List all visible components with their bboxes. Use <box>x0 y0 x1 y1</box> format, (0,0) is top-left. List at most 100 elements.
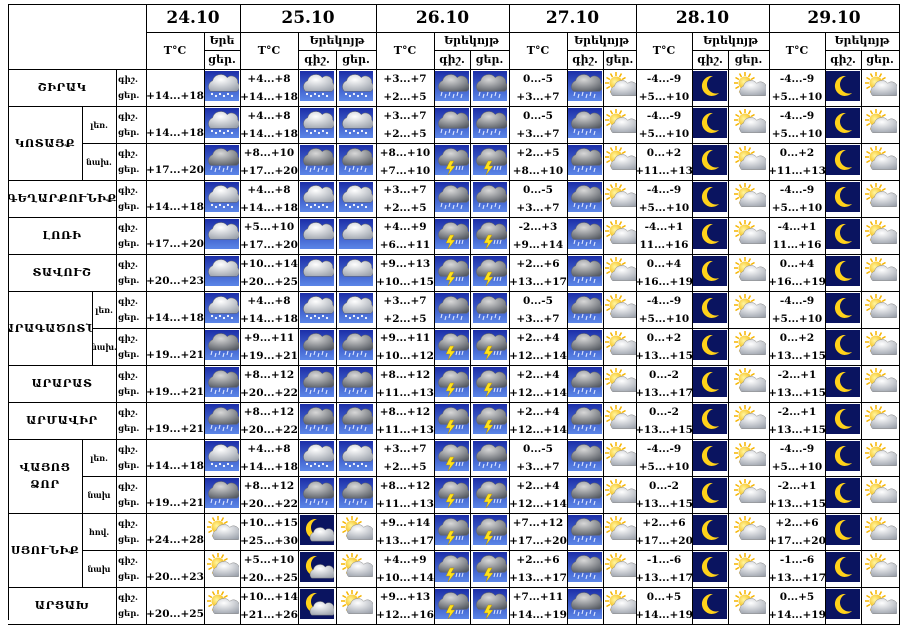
temp-range-night: +7...+11 <box>512 590 564 603</box>
date-label: 27.10 <box>545 8 600 28</box>
weather-icon-cell <box>728 513 770 551</box>
weather-icon-cell <box>336 69 377 107</box>
weather-icon-cell <box>298 513 337 551</box>
temp-range-cell: +17...+20 <box>146 143 205 181</box>
moon-icon <box>826 477 860 512</box>
region-name-cell: ՏԱՎՈՒՇ <box>8 254 117 292</box>
region-subzone: նախ. <box>86 156 112 167</box>
weather-icon-cell <box>825 180 862 218</box>
weather-icon-cell <box>298 587 337 625</box>
rain-cloud-icon <box>472 292 508 327</box>
temp-range-night: 0...+2 <box>646 146 682 159</box>
rain-cloud-icon <box>568 292 603 327</box>
rain-cloud-icon <box>568 329 603 364</box>
rain-cloud-icon <box>435 70 470 105</box>
temp-range-night: 0...-5 <box>523 109 553 122</box>
rain-cloud-icon <box>568 144 603 179</box>
temp-range-cell: 0...+5 +14...+19 <box>636 587 693 625</box>
weather-icon-cell <box>603 143 637 181</box>
weather-icon-cell <box>728 587 770 625</box>
rain-cloud-icon <box>435 292 470 327</box>
temp-range-day: +10...+14 <box>376 571 434 584</box>
weather-icon-cell <box>692 513 729 551</box>
region-name: ՇԻՐԱԿ <box>37 81 87 94</box>
temp-range-cell: -4...-9 +5...+10 <box>636 291 693 329</box>
weather-icon-cell <box>861 69 900 107</box>
temp-range: +14...+18 <box>146 312 204 324</box>
region-name-cell: ԿՈՏԱՅՔ <box>8 106 83 181</box>
temp-range-day: +14...+18 <box>240 127 298 140</box>
temp-range-night: +9...+13 <box>379 257 431 270</box>
rain-cloud-icon <box>339 403 374 438</box>
temp-range-cell: 0...-5 +3...+7 <box>509 291 568 329</box>
region-subzone-cell: լեռ. <box>82 439 117 477</box>
weather-icon-cell <box>470 106 510 144</box>
weather-icon-cell <box>434 365 471 403</box>
temp-range-cell: +8...+12 +11...+13 <box>376 365 435 403</box>
sun-cloud-icon <box>732 145 768 179</box>
weather-icon-cell <box>298 328 337 366</box>
weather-icon-cell <box>567 402 604 440</box>
weather-icon-cell <box>336 180 377 218</box>
temp-range-day: +20...+22 <box>240 423 298 436</box>
region-subzone-cell: նախ. <box>82 143 117 181</box>
weather-icon-cell <box>728 402 770 440</box>
temp-range-cell: -1...-6 +13...+17 <box>636 550 693 588</box>
region-name: ՍՅՈՒՆԻՔ <box>10 543 80 557</box>
temp-range-cell: +14...+18 <box>146 106 205 144</box>
moon-cloud-icon <box>300 551 336 586</box>
temp-range-day: +13...+17 <box>769 571 826 584</box>
temp-header: T°C <box>146 32 205 70</box>
temp-range-day: +21...+26 <box>240 608 298 621</box>
temp-range-cell: -4...-9 +5...+10 <box>769 439 826 477</box>
temp-range-night: +8...+12 <box>379 368 431 381</box>
evening-header: Երեկոյթ <box>692 32 770 51</box>
weather-icon-cell <box>825 328 862 366</box>
temp-range-day: +2...+5 <box>383 90 427 103</box>
cloud-icon <box>339 218 374 253</box>
temp-range-cell: +2...+4 +12...+14 <box>509 402 568 440</box>
evening-label: Երեկոյթ <box>703 34 758 47</box>
sun-cloud-icon <box>863 219 899 253</box>
temp-range-day: +5...+10 <box>771 201 823 214</box>
moon-cloud-icon <box>300 588 336 623</box>
temp-range-day: +11...+13 <box>769 164 826 177</box>
temp-range-day: +13...+17 <box>636 386 693 399</box>
temp-range-cell: +8...+12 +11...+13 <box>376 476 435 514</box>
period-label-cell: գիշ. ցեր. <box>116 328 147 366</box>
day-row-label: ցեր. <box>118 460 140 471</box>
sun-cloud-icon <box>603 182 636 216</box>
temp-range-day: +17...+20 <box>636 534 693 547</box>
temp-range-cell: +4...+8 +14...+18 <box>240 69 299 107</box>
temp-range-day: +5...+10 <box>638 127 690 140</box>
sun-cloud-icon <box>863 404 899 438</box>
period-label-cell: գիշ. ցեր. <box>116 217 147 255</box>
storm-icon <box>435 551 470 586</box>
rain-cloud-icon <box>568 181 603 216</box>
moon-cloud-icon <box>300 514 336 549</box>
night-label: գիշ. <box>439 52 465 66</box>
temp-range-cell: -4...+1 11...+16 <box>636 217 693 255</box>
rain-cloud-icon <box>300 144 335 179</box>
temp-range-night: +8...+10 <box>379 146 431 159</box>
weather-icon-cell <box>861 291 900 329</box>
temp-range-day: +20...+22 <box>240 386 298 399</box>
weather-icon-cell <box>825 254 862 292</box>
weather-icon-cell <box>470 365 510 403</box>
temp-range-cell: +2...+6 +13...+17 <box>509 254 568 292</box>
day-row-label: ցեր. <box>118 571 140 582</box>
sun-cloud-icon <box>863 108 899 142</box>
subheader-day: ցեր. <box>728 50 770 70</box>
storm-icon <box>472 588 508 623</box>
storm-icon <box>472 255 508 290</box>
weather-icon-cell <box>728 69 770 107</box>
temp-range-cell: 0...+2 +13...+15 <box>636 328 693 366</box>
region-name-cell: ՎԱՅՈՑ ՁՈՐ <box>8 439 83 514</box>
storm-icon <box>435 366 470 401</box>
rain-cloud-icon <box>205 366 240 401</box>
night-row-label: գիշ. <box>118 185 138 196</box>
date-label: 26.10 <box>415 8 470 28</box>
region-name-cell: ԱՐԱՐԱՏ <box>8 365 117 403</box>
weather-icon-cell <box>603 402 637 440</box>
temp-range-cell: 0...-5 +3...+7 <box>509 180 568 218</box>
